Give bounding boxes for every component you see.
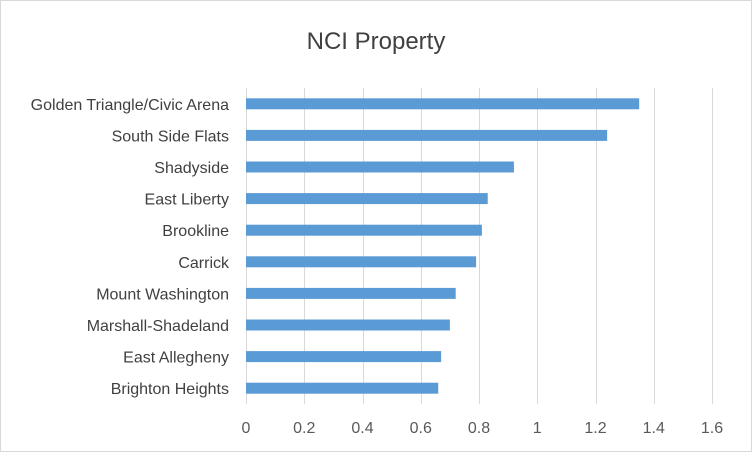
- category-label-9: Brighton Heights: [111, 381, 229, 398]
- x-tick-label-1: 0.2: [293, 420, 315, 437]
- bar-3: [246, 193, 488, 205]
- bar-8: [246, 351, 442, 363]
- chart-title: NCI Property: [306, 28, 446, 55]
- bar-7: [246, 319, 450, 331]
- category-label-4: Brookline: [162, 223, 229, 240]
- category-label-3: East Liberty: [145, 192, 229, 209]
- bar-0: [246, 98, 640, 110]
- x-tick-label-7: 1.4: [643, 420, 665, 437]
- category-label-6: Mount Washington: [96, 286, 229, 303]
- category-label-2: Shadyside: [154, 160, 229, 177]
- bar-2: [246, 161, 514, 173]
- category-label-8: East Allegheny: [123, 350, 229, 367]
- bar-6: [246, 287, 456, 299]
- bar-9: [246, 382, 439, 394]
- x-tick-label-0: 0: [242, 420, 251, 437]
- category-label-5: Carrick: [178, 255, 230, 272]
- bar-1: [246, 129, 608, 141]
- bar-4: [246, 224, 482, 236]
- category-label-1: South Side Flats: [112, 128, 229, 145]
- x-tick-label-6: 1.2: [584, 420, 606, 437]
- x-tick-label-4: 0.8: [468, 420, 490, 437]
- category-label-7: Marshall-Shadeland: [87, 318, 229, 335]
- bar-5: [246, 256, 477, 268]
- x-tick-label-8: 1.6: [701, 420, 723, 437]
- x-tick-label-5: 1: [533, 420, 542, 437]
- x-tick-label-2: 0.4: [351, 420, 373, 437]
- x-tick-label-3: 0.6: [410, 420, 432, 437]
- category-label-0: Golden Triangle/Civic Arena: [31, 97, 229, 114]
